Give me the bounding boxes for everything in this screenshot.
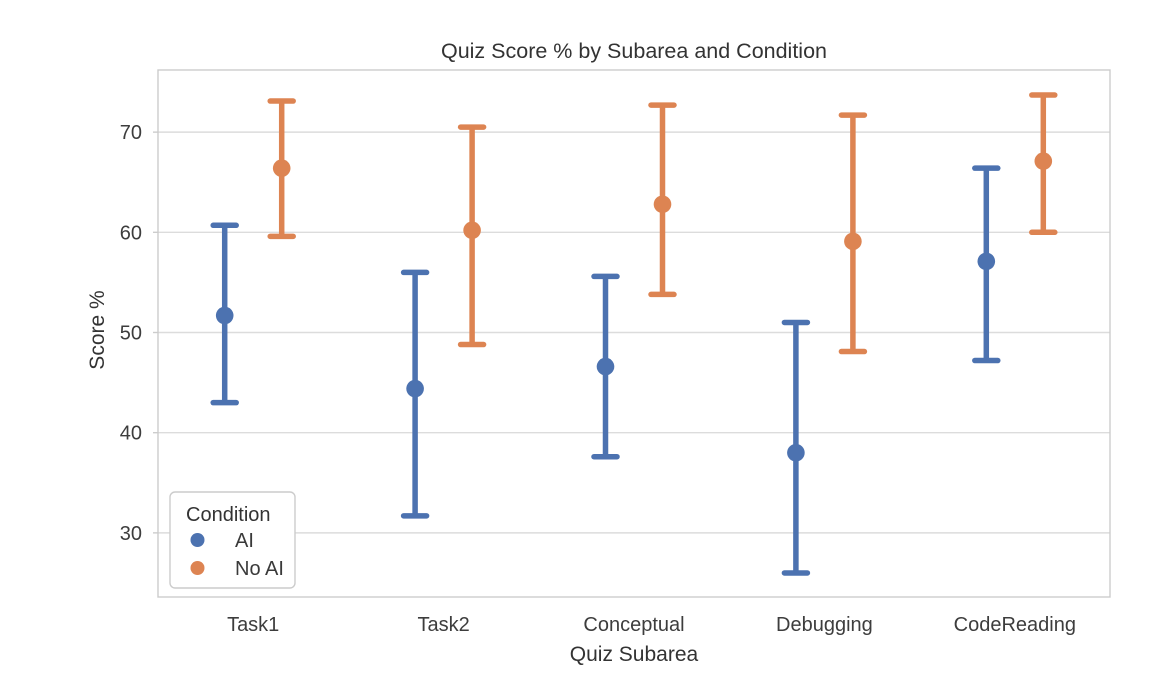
point-marker [787, 443, 805, 462]
y-tick-label-50: 50 [120, 322, 142, 344]
point-marker [1034, 152, 1053, 170]
point-marker [977, 252, 996, 271]
point-task2-no-ai [457, 124, 487, 348]
point-codereading-ai [972, 165, 1001, 364]
x-tick-label-conceptual: Conceptual [583, 614, 684, 636]
point-conceptual-no-ai [648, 102, 677, 298]
legend-marker-ai [190, 533, 205, 547]
legend-label-no-ai: No AI [235, 558, 284, 580]
x-axis-label: Quiz Subarea [570, 643, 699, 666]
point-marker [406, 379, 424, 398]
point-marker [653, 195, 672, 214]
x-tick-label-debugging: Debugging [776, 614, 873, 636]
y-tick-labels: 30 40 50 60 70 [120, 122, 142, 545]
x-tick-label-task1: Task1 [227, 614, 279, 636]
point-marker [463, 221, 481, 240]
legend-item-no-ai: No AI [190, 558, 284, 580]
y-tick-label-70: 70 [120, 122, 142, 144]
x-tick-label-task2: Task2 [417, 614, 469, 636]
y-axis-label: Score % [86, 290, 109, 369]
y-tick-label-40: 40 [120, 423, 142, 445]
y-tick-label-30: 30 [120, 523, 142, 545]
series-layer [210, 92, 1058, 576]
point-debugging-ai [781, 319, 811, 576]
point-marker [844, 232, 862, 251]
plot-border [157, 69, 1111, 598]
series-no-ai [267, 92, 1058, 355]
legend-label-ai: AI [235, 530, 254, 552]
point-task1-no-ai [267, 98, 296, 240]
point-conceptual-ai [591, 273, 620, 460]
legend-marker-no-ai [190, 561, 205, 575]
point-task2-ai [400, 269, 430, 519]
point-marker [272, 159, 291, 177]
point-debugging-no-ai [838, 112, 868, 355]
x-tick-label-codereading: CodeReading [954, 614, 1076, 636]
point-marker [215, 306, 234, 325]
legend-item-ai: AI [190, 530, 254, 552]
point-task1-ai [210, 222, 239, 406]
y-tick-marks [153, 131, 158, 534]
legend: Condition AI No AI [169, 491, 296, 589]
gridlines [158, 131, 1110, 534]
series-ai [210, 165, 1001, 576]
legend-title: Condition [186, 504, 271, 526]
point-codereading-no-ai [1029, 92, 1058, 236]
x-tick-labels: Task1 Task2 Conceptual Debugging CodeReading [227, 614, 1076, 636]
y-tick-label-60: 60 [120, 222, 142, 244]
point-marker [596, 357, 615, 376]
chart-title: Quiz Score % by Subarea and Condition [441, 39, 827, 63]
